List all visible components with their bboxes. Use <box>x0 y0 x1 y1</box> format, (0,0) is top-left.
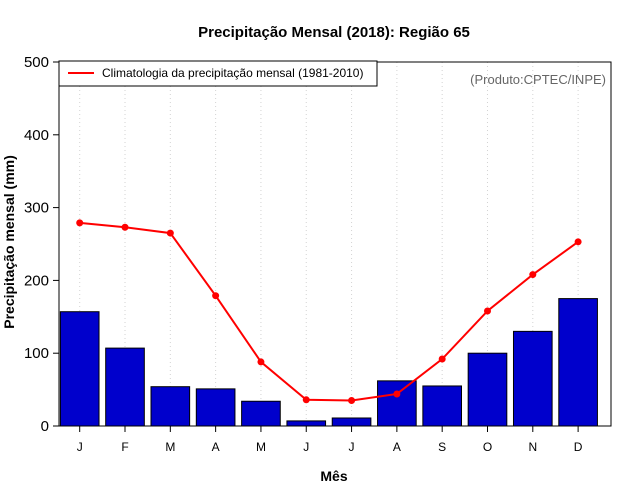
bar-12 <box>558 298 598 427</box>
y-axis-label: Precipitação mensal (mm) <box>1 155 17 329</box>
climatology-line <box>79 221 579 402</box>
y-tick-label: 500 <box>24 54 49 71</box>
y-tick-label: 0 <box>41 418 49 435</box>
x-tick-label: M <box>165 440 175 454</box>
climatology-point-2 <box>121 223 129 231</box>
y-tick-label: 100 <box>24 345 49 362</box>
climatology-point-8 <box>393 390 401 398</box>
legend: Climatologia da precipitação mensal (198… <box>58 60 378 87</box>
bar-7 <box>331 417 372 427</box>
x-tick-label: D <box>574 440 583 454</box>
climatology-point-4 <box>212 292 220 300</box>
climatology-point-5 <box>257 358 265 366</box>
x-tick-label: F <box>121 440 128 454</box>
climatology-point-9 <box>438 355 446 363</box>
climatology-point-1 <box>76 219 84 227</box>
bars-layer <box>59 298 598 427</box>
climatology-point-11 <box>529 271 537 279</box>
x-tick-label: J <box>349 440 355 454</box>
y-axis: 0 100 200 300 400 500 <box>24 54 59 435</box>
bar-6 <box>286 420 327 427</box>
climatology-point-12 <box>574 238 582 246</box>
bar-2 <box>105 347 145 427</box>
chart-title: Precipitação Mensal (2018): Região 65 <box>198 24 470 41</box>
bar-4 <box>195 388 236 427</box>
bar-9 <box>422 385 462 427</box>
bar-8 <box>377 380 417 427</box>
x-tick-label: A <box>393 440 401 454</box>
bar-10 <box>467 352 508 427</box>
x-tick-label: A <box>212 440 220 454</box>
y-tick-label: 200 <box>24 272 49 289</box>
bar-5 <box>241 400 281 427</box>
x-tick-label: O <box>483 440 492 454</box>
climatology-point-7 <box>348 397 356 405</box>
legend-box <box>58 60 378 87</box>
grid-layer <box>79 62 579 426</box>
x-tick-label: N <box>528 440 537 454</box>
source-annotation: (Produto:CPTEC/INPE) <box>470 72 606 87</box>
y-tick-label: 300 <box>24 200 49 217</box>
climatology-point-6 <box>302 396 310 404</box>
x-tick-label: M <box>256 440 266 454</box>
climatology-point-10 <box>483 307 491 315</box>
climatology-point-3 <box>166 229 174 237</box>
legend-entry-climatology: Climatologia da precipitação mensal (198… <box>102 66 363 80</box>
bar-1 <box>59 311 100 427</box>
x-tick-label: J <box>303 440 309 454</box>
bar-3 <box>150 386 191 427</box>
x-axis-label: Mês <box>320 468 347 484</box>
y-tick-label: 400 <box>24 127 49 144</box>
x-tick-label: S <box>438 440 446 454</box>
climatology-line-layer <box>76 219 582 405</box>
x-tick-label: J <box>77 440 83 454</box>
bar-11 <box>512 330 553 427</box>
